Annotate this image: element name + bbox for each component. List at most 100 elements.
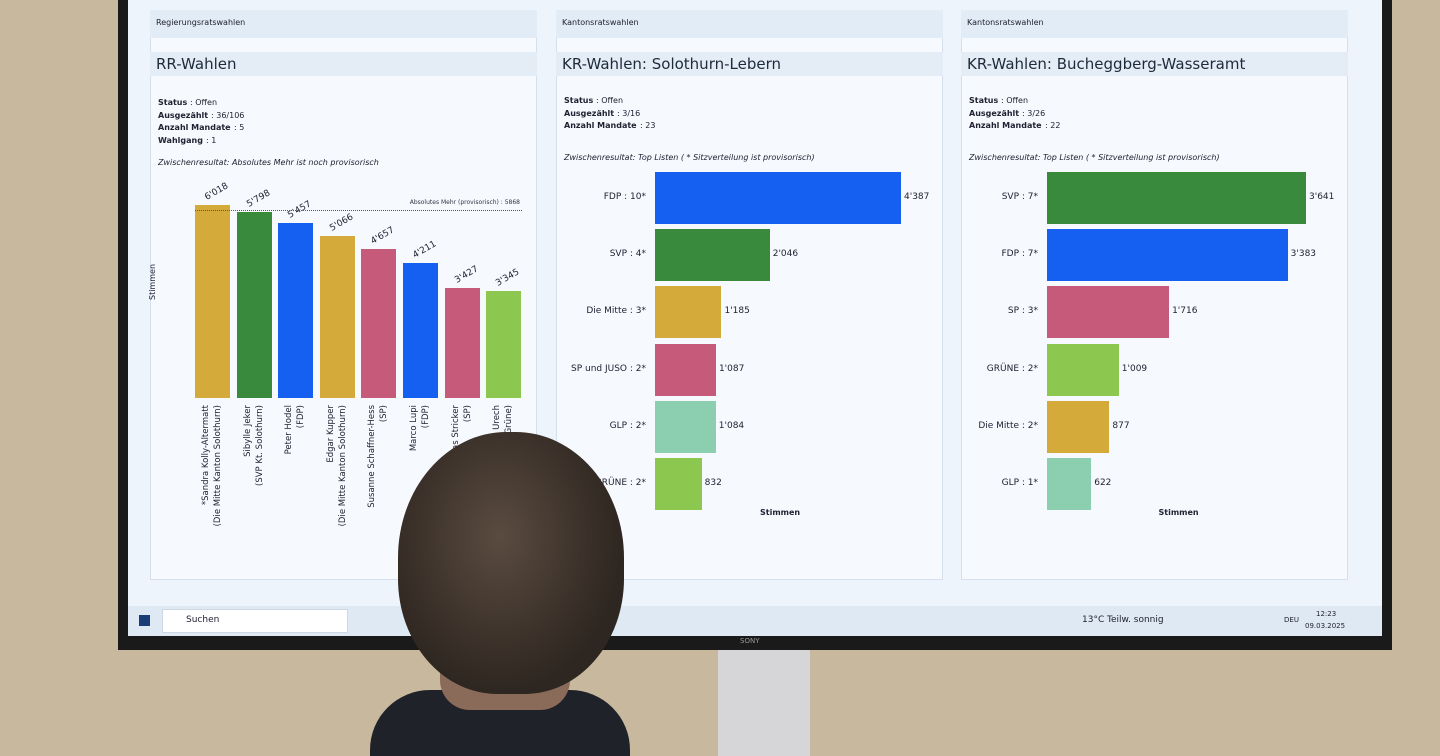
y-tick-label: Die Mitte : 3* <box>586 306 646 317</box>
info-label: Anzahl Mandate <box>969 121 1042 131</box>
x-axis-label: Stimmen <box>760 508 801 517</box>
title-strip <box>556 52 943 76</box>
bar <box>655 400 716 453</box>
bar <box>278 222 314 398</box>
bar <box>1047 343 1119 396</box>
panel-label: Regierungsratswahlen <box>156 18 246 27</box>
info-value: : Offen <box>596 96 624 105</box>
language: DEU <box>1284 616 1299 624</box>
info-label: Anzahl Mandate <box>564 121 637 131</box>
bar <box>444 288 480 398</box>
y-tick-label: FDP : 10* <box>603 192 646 202</box>
bar <box>655 458 702 510</box>
bar <box>1047 286 1170 339</box>
info-label: Ausgezählt <box>158 110 209 120</box>
panel-label: Kantonsratswahlen <box>562 18 639 27</box>
subtitle: Zwischenresultat: Top Listen ( * Sitzver… <box>564 153 815 162</box>
info-value: : 23 <box>640 121 656 131</box>
value-label: 877 <box>1112 420 1130 431</box>
x-tick-label: Susanne Schaffner-Hess (SP) <box>367 405 390 508</box>
bar <box>1047 229 1288 282</box>
info-label: Status <box>158 98 188 107</box>
bar <box>195 205 230 398</box>
chart-title: RR-Wahlen <box>156 55 237 73</box>
y-tick-label: GRÜNE : 2* <box>594 478 646 488</box>
time: 12:23 <box>1316 610 1337 618</box>
info-value: : 22 <box>1045 121 1061 131</box>
info-value: : Offen <box>1001 96 1029 105</box>
info-label: Status <box>969 96 999 105</box>
info-value: : 1 <box>206 136 217 146</box>
bar <box>655 172 901 224</box>
search-text: Suchen <box>186 615 220 625</box>
y-tick-label: GRÜNE : 2* <box>986 363 1038 374</box>
y-tick-label: GLP : 2* <box>609 420 646 431</box>
x-tick-label: Edgar Kupper (Die Mitte Kanton Solothurn… <box>325 405 348 527</box>
value-label: 3'641 <box>1309 192 1335 202</box>
value-label: 622 <box>1094 478 1112 488</box>
date: 09.03.2025 <box>1305 622 1346 630</box>
x-tick-label: Peter Hodel (FDP) <box>284 405 307 455</box>
info-label: Ausgezählt <box>564 108 615 118</box>
title-strip <box>150 52 537 76</box>
info-value: : 3/26 <box>1022 108 1046 118</box>
search-box[interactable] <box>162 609 348 633</box>
chart-title: KR-Wahlen: Bucheggberg-Wasseramt <box>967 55 1246 73</box>
info-label: Ausgezählt <box>969 108 1020 118</box>
value-label: 4'387 <box>904 192 930 202</box>
info-label: Anzahl Mandate <box>158 123 231 133</box>
bar <box>236 212 272 398</box>
person-head <box>398 432 624 694</box>
bar <box>1047 172 1306 224</box>
y-tick-label: SVP : 4* <box>609 249 646 260</box>
info-value: : 36/106 <box>211 110 245 120</box>
value-label: 832 <box>704 478 722 488</box>
value-label: 2'046 <box>772 249 799 260</box>
panel-header <box>150 10 537 38</box>
bar <box>655 286 722 339</box>
info-value: : 3/16 <box>617 108 641 118</box>
info-value: : Offen <box>190 98 218 107</box>
bar <box>319 235 355 398</box>
x-tick-label: Sibylle Jeker (SVP Kt. Solothurn) <box>242 405 265 486</box>
y-tick-label: SP : 3* <box>1007 306 1038 317</box>
bar <box>486 290 522 398</box>
value-label: 3'383 <box>1290 249 1317 260</box>
stand <box>718 650 810 756</box>
x-axis-label: Stimmen <box>1158 508 1199 517</box>
chart-title: KR-Wahlen: Solothurn-Lebern <box>562 55 781 73</box>
value-label: 1'716 <box>1172 306 1198 317</box>
threshold-label: Absolutes Mehr (provisorisch) : 5868 <box>409 198 520 206</box>
threshold-line <box>195 209 522 211</box>
bar <box>655 229 770 282</box>
panel-header <box>556 10 943 38</box>
panel <box>556 10 943 580</box>
y-tick-label: SP und JUSO : 2* <box>570 363 646 374</box>
title-strip <box>961 52 1348 76</box>
value-label: 1'087 <box>718 363 745 374</box>
panel-header <box>961 10 1348 38</box>
bar <box>361 248 397 398</box>
info-label: Wahlgang <box>158 136 203 146</box>
x-tick-label: *Sandra Kolly-Altermatt (Die Mitte Kanto… <box>201 405 223 527</box>
value-label: 1'009 <box>1121 363 1148 374</box>
subtitle: Zwischenresultat: Absolutes Mehr ist noc… <box>158 158 379 167</box>
start-icon <box>139 615 150 626</box>
bar <box>655 343 716 396</box>
y-tick-label: Die Mitte : 2* <box>978 420 1038 431</box>
info-value: : 5 <box>234 123 245 133</box>
subtitle: Zwischenresultat: Top Listen ( * Sitzver… <box>969 153 1220 162</box>
y-tick-label: FDP : 7* <box>1001 249 1038 260</box>
weather: Teilw. sonnig <box>1107 615 1164 625</box>
bar <box>403 262 438 398</box>
bar <box>1047 458 1092 510</box>
value-label: 1'084 <box>718 420 745 431</box>
info-label: Status <box>564 96 594 105</box>
temperature: 13°C <box>1082 615 1105 625</box>
y-tick-label: SVP : 7* <box>1001 192 1038 202</box>
brand: SONY <box>740 637 760 645</box>
value-label: 1'185 <box>724 306 750 317</box>
bar <box>1047 400 1110 453</box>
y-tick-label: GLP : 1* <box>1001 478 1038 488</box>
